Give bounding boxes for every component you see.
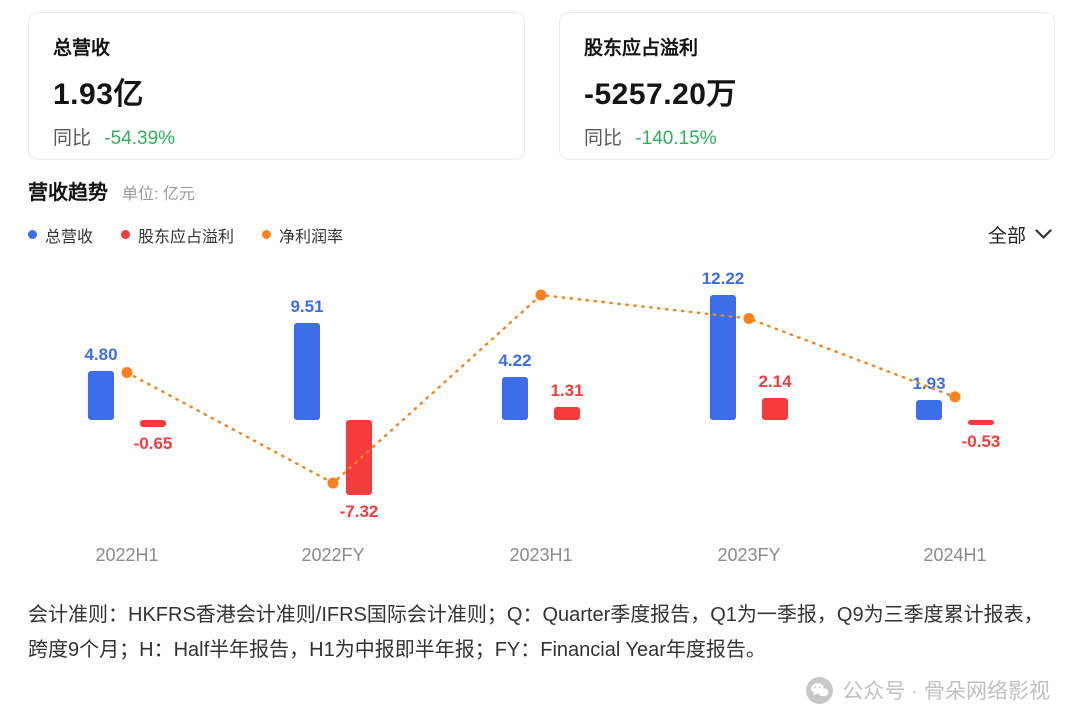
net-margin-point-2023FY: [743, 313, 755, 325]
x-axis-label-2023H1: 2023H1: [509, 545, 573, 565]
legend-label: 总营收: [45, 228, 94, 246]
bar-value-label-总营收-2023FY: 12.22: [701, 269, 745, 289]
legend-item-净利润率[interactable]: 净利润率: [262, 223, 343, 247]
legend-dot: [262, 230, 272, 239]
watermark-text: 公众号 · 骨朵网络影视: [842, 680, 1050, 703]
bar-股东应占溢利-2022FY: [346, 420, 372, 495]
bar-总营收-2022H1: [88, 371, 114, 420]
period-filter-dropdown[interactable]: 全部: [988, 221, 1052, 248]
bar-value-label-股东应占溢利-2022H1: -0.65: [133, 433, 173, 453]
x-axis-label-2023FY: 2023FY: [717, 545, 781, 565]
bar-value-label-总营收-2024H1: 1.93: [912, 374, 946, 394]
yoy-value: -140.15%: [635, 128, 717, 149]
revenue-card: 总营收 1.93亿 同比 -54.39%: [28, 12, 525, 160]
x-axis-label-2022H1: 2022H1: [95, 545, 159, 565]
profit-card-value: -5257.20万: [584, 78, 737, 111]
bar-value-label-股东应占溢利-2023FY: 2.14: [758, 372, 792, 392]
legend-item-股东应占溢利[interactable]: 股东应占溢利: [121, 223, 234, 247]
bar-总营收-2022FY: [294, 322, 320, 420]
profit-card-title: 股东应占溢利: [584, 38, 699, 59]
bar-总营收-2023FY: [710, 295, 736, 420]
yoy-value: -54.39%: [104, 128, 176, 149]
chevron-down-icon: [1035, 229, 1052, 239]
legend-dot: [28, 230, 37, 239]
bar-value-label-股东应占溢利-2022FY: -7.32: [339, 501, 379, 521]
bar-value-label-总营收-2023H1: 4.22: [498, 350, 532, 370]
chart-legend: 总营收 股东应占溢利 净利润率: [28, 223, 343, 247]
filter-label: 全部: [987, 226, 1026, 247]
yoy-label: 同比: [584, 128, 623, 149]
net-margin-point-2022H1: [121, 367, 133, 379]
legend-label: 股东应占溢利: [138, 228, 235, 246]
bar-股东应占溢利-2022H1: [140, 420, 166, 427]
bar-value-label-股东应占溢利-2023H1: 1.31: [550, 380, 584, 400]
wechat-icon: [806, 676, 834, 704]
x-axis-label-2022FY: 2022FY: [301, 545, 365, 565]
legend-label: 净利润率: [279, 228, 344, 246]
legend-row: 总营收 股东应占溢利 净利润率 全部: [28, 221, 1052, 248]
bar-股东应占溢利-2024H1: [968, 420, 994, 426]
section-title: 营收趋势: [28, 182, 108, 204]
section-header: 营收趋势 单位: 亿元: [28, 176, 195, 205]
revenue-card-value: 1.93亿: [53, 78, 144, 111]
net-margin-point-2023H1: [535, 289, 547, 301]
bar-股东应占溢利-2023FY: [762, 398, 788, 420]
profit-card-yoy: 同比 -140.15%: [584, 123, 1030, 150]
bar-总营收-2024H1: [916, 400, 942, 420]
bar-value-label-总营收-2022H1: 4.80: [84, 345, 118, 365]
section-unit: 单位: 亿元: [122, 186, 195, 203]
net-margin-point-2022FY: [327, 477, 339, 489]
revenue-trend-chart: 4.80 9.51 4.22 12.22 1.93 -0.65 -7.32 1.31 2.14 -…: [0, 255, 1080, 585]
footnote-text: 会计准则：HKFRS香港会计准则/IFRS国际会计准则；Q：Quarter季度报…: [28, 604, 1044, 661]
bar-value-label-股东应占溢利-2024H1: -0.53: [961, 432, 1001, 452]
bar-value-label-总营收-2022FY: 9.51: [290, 296, 324, 316]
legend-dot: [121, 230, 131, 239]
bar-股东应占溢利-2023H1: [554, 406, 580, 420]
revenue-card-title: 总营收: [53, 38, 111, 59]
watermark: 公众号 · 骨朵网络影视: [806, 675, 1050, 705]
yoy-label: 同比: [53, 128, 92, 149]
profit-card: 股东应占溢利 -5257.20万 同比 -140.15%: [559, 12, 1055, 160]
legend-item-总营收[interactable]: 总营收: [28, 223, 93, 247]
revenue-card-yoy: 同比 -54.39%: [53, 123, 500, 150]
x-axis-label-2024H1: 2024H1: [923, 545, 987, 565]
